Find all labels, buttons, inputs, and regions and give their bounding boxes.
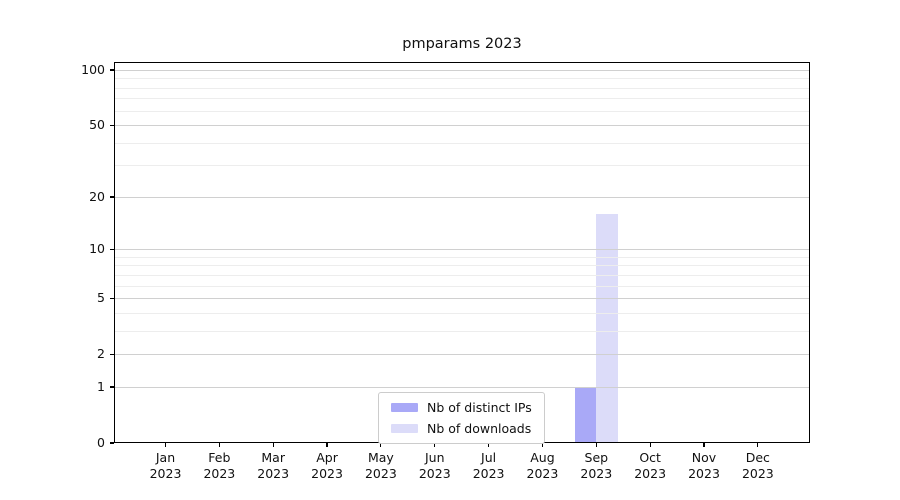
x-tick-month: Dec <box>745 450 770 465</box>
x-tick-month: Jun <box>424 450 445 465</box>
minor-gridline <box>114 78 810 80</box>
x-tick-year: 2023 <box>688 465 720 481</box>
y-tick-label: 20 <box>89 188 105 204</box>
x-tick-mark <box>218 443 220 447</box>
legend-swatch-distinct-ips <box>391 402 418 413</box>
x-tick-label: Oct 2023 <box>622 450 678 481</box>
major-gridline <box>114 196 810 198</box>
x-tick-label: Sep 2023 <box>568 450 624 481</box>
minor-gridline <box>114 165 810 167</box>
legend-label-downloads: Nb of downloads <box>427 421 532 436</box>
x-tick-label: Apr 2023 <box>299 450 355 481</box>
y-tick-mark <box>110 442 114 444</box>
legend-swatch-downloads <box>391 423 418 434</box>
x-tick-label: Aug 2023 <box>514 450 570 481</box>
minor-gridline <box>114 285 810 287</box>
plot-area: Nb of distinct IPs Nb of downloads <box>114 62 810 444</box>
x-tick-month: Jan <box>155 450 176 465</box>
x-tick-month: Feb <box>208 450 231 465</box>
x-tick-month: Mar <box>261 450 285 465</box>
x-tick-month: Oct <box>639 450 661 465</box>
y-tick-label: 10 <box>89 241 105 257</box>
x-tick-label: Jan 2023 <box>138 450 194 481</box>
minor-gridline <box>114 256 810 258</box>
legend-item-downloads: Nb of downloads <box>391 421 532 436</box>
bar-downloads <box>596 214 618 443</box>
y-tick-label: 1 <box>97 378 105 394</box>
x-tick-month: Apr <box>316 450 338 465</box>
chart-title: pmparams 2023 <box>402 36 522 52</box>
y-tick-label: 0 <box>97 435 105 450</box>
x-tick-month: Jul <box>481 450 497 465</box>
x-tick-mark <box>488 443 490 447</box>
x-tick-mark <box>757 443 759 447</box>
y-tick-mark <box>110 386 114 388</box>
x-tick-year: 2023 <box>203 465 236 481</box>
minor-gridline <box>114 98 810 100</box>
minor-gridline <box>114 87 810 89</box>
minor-gridline <box>114 110 810 112</box>
minor-gridline <box>114 330 810 332</box>
y-tick-mark <box>110 248 114 250</box>
x-tick-year: 2023 <box>257 465 290 481</box>
x-tick-month: May <box>367 450 394 465</box>
x-tick-year: 2023 <box>418 465 451 481</box>
x-tick-label: Jul 2023 <box>461 450 517 481</box>
x-tick-mark <box>541 443 544 447</box>
major-gridline <box>114 354 810 356</box>
x-tick-year: 2023 <box>472 465 505 481</box>
bar-distinct-ips <box>574 386 597 443</box>
x-tick-mark <box>434 443 436 447</box>
y-tick-mark <box>110 297 114 299</box>
x-tick-mark <box>164 443 167 447</box>
y-tick-mark <box>110 124 114 126</box>
x-tick-label: Jun 2023 <box>407 450 463 481</box>
x-tick-year: 2023 <box>634 465 667 481</box>
x-tick-month: Sep <box>584 450 609 465</box>
x-tick-mark <box>649 443 651 447</box>
x-tick-label: May 2023 <box>353 450 409 481</box>
major-gridline <box>114 249 810 251</box>
x-tick-year: 2023 <box>580 465 613 481</box>
x-tick-label: Dec 2023 <box>730 450 786 481</box>
x-tick-month: Nov <box>691 450 717 465</box>
y-tick-mark <box>110 196 114 198</box>
y-tick-label: 50 <box>89 117 105 133</box>
x-tick-mark <box>326 443 328 447</box>
minor-gridline <box>114 142 810 144</box>
major-gridline <box>114 125 810 127</box>
x-tick-mark <box>595 443 597 447</box>
major-gridline <box>114 298 810 300</box>
major-gridline <box>114 69 810 71</box>
y-tick-label: 5 <box>97 290 105 306</box>
x-tick-label: Nov 2023 <box>676 450 732 481</box>
legend-item-distinct-ips: Nb of distinct IPs <box>391 400 532 415</box>
minor-gridline <box>114 265 810 267</box>
minor-gridline <box>114 274 810 276</box>
legend: Nb of distinct IPs Nb of downloads <box>378 392 545 444</box>
x-tick-mark <box>272 443 274 447</box>
x-tick-label: Feb 2023 <box>191 450 247 481</box>
major-gridline <box>114 386 810 388</box>
x-tick-mark <box>703 443 705 447</box>
y-tick-label: 100 <box>81 61 105 77</box>
legend-label-distinct-ips: Nb of distinct IPs <box>427 400 532 415</box>
x-tick-month: Aug <box>530 450 555 465</box>
x-tick-mark <box>380 443 382 447</box>
x-tick-year: 2023 <box>149 465 182 481</box>
x-tick-label: Mar 2023 <box>245 450 301 481</box>
y-tick-label: 2 <box>97 346 105 362</box>
y-tick-mark <box>110 69 114 71</box>
y-tick-mark <box>110 353 114 355</box>
x-tick-year: 2023 <box>526 465 559 481</box>
x-tick-year: 2023 <box>741 465 774 481</box>
minor-gridline <box>114 312 810 314</box>
x-tick-year: 2023 <box>311 465 343 481</box>
x-tick-year: 2023 <box>364 465 397 481</box>
